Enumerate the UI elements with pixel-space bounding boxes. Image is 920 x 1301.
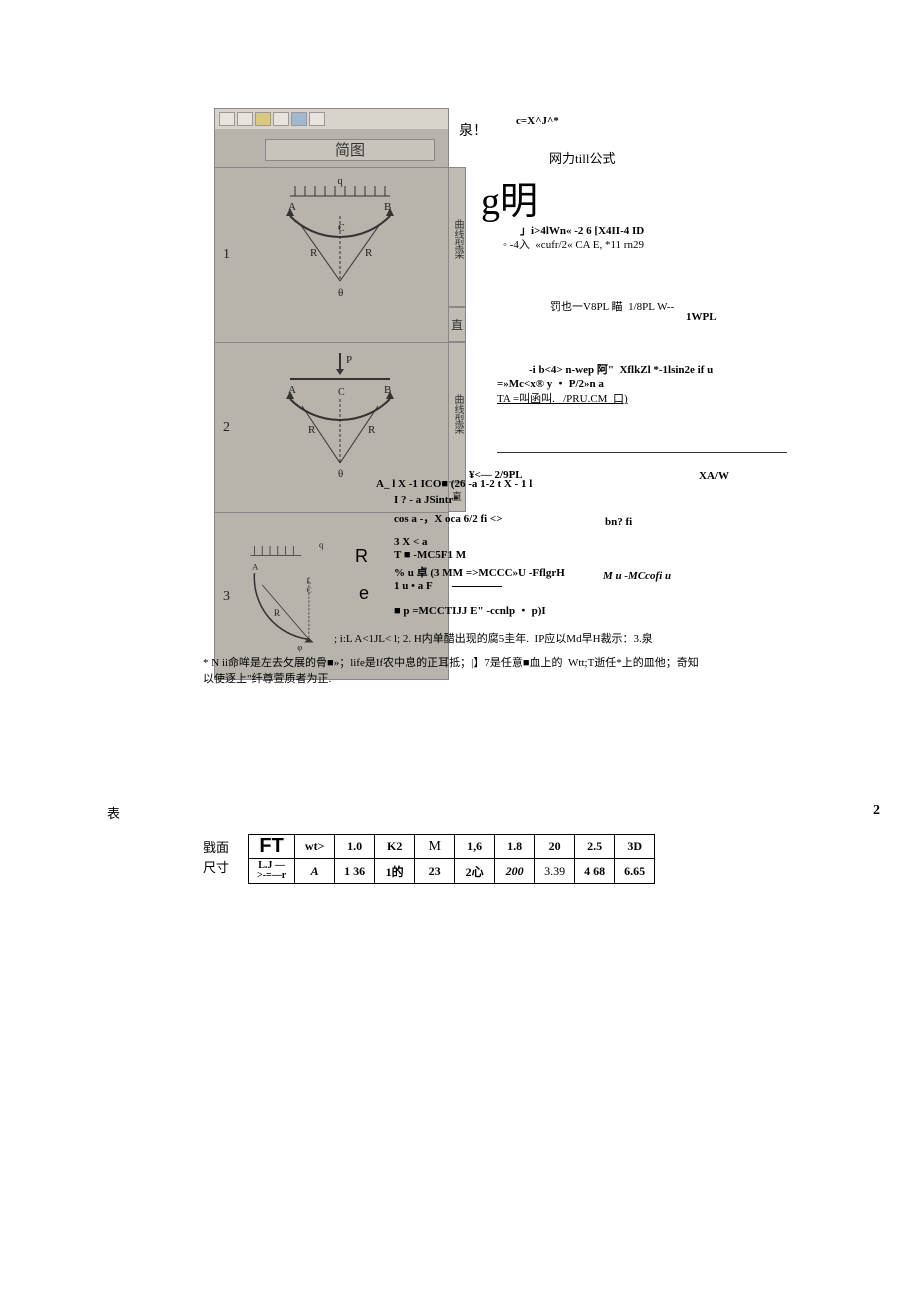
cell-r2c5: 2心 [455,859,495,884]
text-e1b: ¥<— 2/9PL [469,469,523,481]
text-xaw: XA/W [699,470,729,482]
cell-r2c1: A [295,859,335,884]
cell-r2c3: 1的 [375,859,415,884]
svg-text:R: R [310,247,318,259]
toolbar-icon-5 [291,112,307,126]
svg-text:θ: θ [338,468,343,480]
formula-header: 网力till公式 [549,148,615,167]
text-e2: I ? - a JSintr* [394,494,459,506]
table-row-1: FT wt> 1.0 K2 M 1,6 1.8 20 2.5 3D [249,835,655,859]
text-d3: TA =叫函叫. /PRU.CM 口) [497,390,628,406]
svg-text:P: P [346,354,352,366]
cell-r1c2: 1.0 [335,835,375,859]
footnote-2: * N ii命哞是左去攵展的骨■»；life是If农中息的正耳抵；|】7是任意■… [203,654,699,670]
cell-r1c1: wt> [295,835,335,859]
diagram-panel: 简图 1 q A B [214,108,449,680]
big-e: e [359,583,369,604]
text-gming: g明 [481,170,538,225]
side-label-2: 尺寸 [203,860,229,875]
table-side-label: 戥面 尺寸 [203,838,229,877]
cell-r1c7: 20 [535,835,575,859]
svg-text:R: R [365,247,373,259]
text-e3: cos a -，X oca 6/2 fi <> [394,510,502,526]
cell-r2c2: 1 36 [335,859,375,884]
svg-text:R: R [368,424,376,436]
svg-text:C: C [307,586,312,595]
svg-text:C: C [338,387,345,398]
cell-r1c4: M [415,835,455,859]
footnote-1: ; i:L A<1JL< l; 2. H内单醋出现的腐5圭年. IP应以Md早H… [334,630,653,646]
svg-text:R: R [274,609,281,619]
svg-text:R: R [308,424,316,436]
table-marker-left: 表 [107,803,120,822]
text-d2: =»Mc<x® y ・ P/2»n a [497,375,604,391]
svg-text:φ: φ [297,642,302,652]
big-R: R [355,546,368,567]
cell-r1c5: 1,6 [455,835,495,859]
table-marker-right: 2 [873,803,880,819]
text-cxj: c=X^J^* [516,115,559,127]
cell-r1c0: FT [249,835,295,859]
beam-diagram-3: q A R L C φ [235,521,375,676]
text-b2: ◦ -4入 «cufr/2« CA E, *11 rn29 [503,236,644,252]
cell-r2c7: 3.39 [535,859,575,884]
panel-toolbar [215,109,448,129]
toolbar-icon-4 [273,112,289,126]
side-label-1: 戥面 [203,840,229,855]
text-quan: 泉！ [459,120,487,140]
svg-text:L: L [307,576,312,585]
cell-r2c0: L.J — >-=—r [249,859,295,884]
svg-text:θ: θ [338,287,343,299]
side-strip-1b: 直 [448,307,466,342]
table-row-2: L.J — >-=—r A 1 36 1的 23 2心 200 3.39 4 6… [249,859,655,884]
footnote-3: 以使逐上"纤尊萱质者为正. [203,670,331,686]
text-c1: 罚也一V8PL 瞄 1/8PL W-- [550,298,674,314]
row-number-3: 3 [223,589,230,605]
text-f4: 1 u • a F [394,580,433,592]
toolbar-icon-6 [309,112,325,126]
cell-r2c9: 6.65 [615,859,655,884]
svg-text:q: q [319,540,324,550]
text-f2: T ■ -MC5F1 M [394,549,466,561]
text-f5: ■ p =MCCTIJJ E" -ccnlp ・ p)I [394,602,546,618]
text-c2: 1WPL [686,311,717,323]
text-f1: 3 X < a [394,536,427,548]
toolbar-icon-2 [237,112,253,126]
text-bnfi: bn? fi [605,516,632,528]
row-number-2: 2 [223,420,230,436]
diagram-row-1: 1 q A B C R [215,167,448,342]
cell-r1c8: 2.5 [575,835,615,859]
toolbar-icon-3 [255,112,271,126]
svg-text:C: C [338,223,345,234]
cell-r1c9: 3D [615,835,655,859]
side-strip-2: 曲线型梁 [448,342,466,482]
toolbar-icon-1 [219,112,235,126]
cell-r1c6: 1.8 [495,835,535,859]
rule-1 [497,452,787,453]
text-f3: % u 卓 (3 MM =>MCCC»U -FflgrH [394,564,565,580]
row-number-1: 1 [223,247,230,263]
beam-diagram-1: q A B C R R θ [250,176,430,331]
svg-text:A: A [252,561,259,571]
cell-r2c8: 4 68 [575,859,615,884]
text-f3b: M u -MCcofi u [603,570,671,582]
cell-r2c6: 200 [495,859,535,884]
svg-text:q: q [338,176,343,187]
data-table: FT wt> 1.0 K2 M 1,6 1.8 20 2.5 3D L.J — … [248,834,655,884]
side-strip-1: 曲线型梁 [448,167,466,307]
panel-header: 简图 [265,139,435,161]
cell-r1c3: K2 [375,835,415,859]
cell-r2c4: 23 [415,859,455,884]
underline-f4 [452,586,502,587]
